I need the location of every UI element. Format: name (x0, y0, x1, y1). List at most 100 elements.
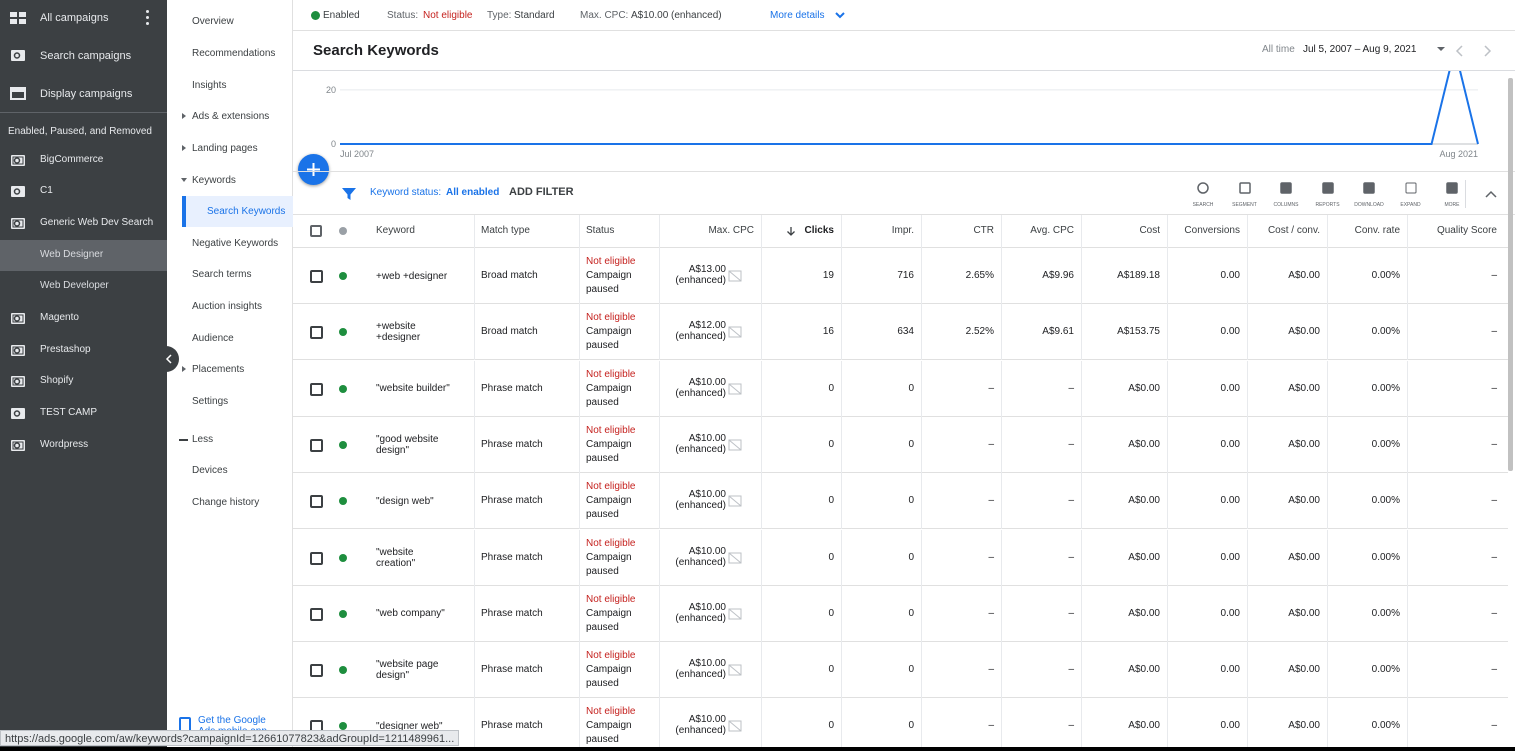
sidebar-item[interactable]: Display campaigns (0, 75, 167, 113)
campaign-item[interactable]: Prestashop (0, 335, 167, 366)
keyword-text[interactable]: "design web" (376, 473, 451, 529)
cell: 0 (842, 642, 914, 698)
keyword[interactable]: "website page design" (376, 659, 439, 682)
toolbar-button[interactable]: SEGMENT (1227, 178, 1263, 212)
cpc-amount: A$12.00 (688, 320, 726, 332)
nav-item[interactable]: Placements (167, 354, 293, 385)
cell: – (1408, 586, 1497, 642)
column-header[interactable]: Quality Score (1436, 225, 1497, 236)
nav-item[interactable]: Less (167, 424, 293, 455)
cell: 0 (762, 417, 834, 473)
column-header[interactable]: Conversions (1184, 225, 1240, 236)
sidebar-item[interactable]: All campaigns (0, 0, 167, 37)
keyword[interactable]: +web +designer (376, 270, 448, 282)
keyword[interactable]: "designer web" (376, 720, 443, 732)
nav-item[interactable]: Search Keywords (182, 196, 293, 227)
nav-item[interactable]: Recommendations (167, 38, 293, 69)
nav-item[interactable]: Devices (167, 455, 293, 486)
nav-item[interactable]: Insights (167, 70, 293, 101)
nav-item[interactable]: Landing pages (167, 133, 293, 164)
checkbox[interactable] (310, 382, 323, 396)
keyword[interactable]: "website creation" (376, 546, 416, 569)
icon (10, 87, 26, 100)
checkbox[interactable] (310, 607, 323, 621)
keyword[interactable]: "website builder" (376, 383, 450, 395)
campaign-item[interactable]: Wordpress (0, 430, 167, 461)
keyword[interactable]: "good website design" (376, 433, 439, 456)
nav-item[interactable]: Search terms (167, 259, 293, 290)
campaign-item[interactable]: C1 (0, 176, 167, 207)
metric-cell: A$0.00 (1128, 664, 1160, 676)
campaign-item[interactable]: Magento (0, 303, 167, 334)
sidebar-toggle[interactable] (161, 346, 179, 372)
toolbar-button[interactable]: REPORTS (1310, 178, 1346, 212)
checkbox[interactable] (310, 270, 323, 283)
col-divider (659, 360, 660, 417)
col-divider (1407, 642, 1408, 699)
nav-item[interactable]: Settings (167, 386, 293, 417)
match-type: Phrase match (481, 495, 543, 507)
col-divider (841, 529, 842, 586)
nav-item[interactable]: Negative Keywords (167, 228, 293, 259)
keyword-text[interactable]: "website builder" (376, 361, 451, 417)
cell: – (1002, 361, 1074, 417)
checkbox[interactable] (310, 551, 323, 565)
toolbar-button[interactable]: DOWNLOAD (1351, 178, 1387, 212)
campaign-item[interactable]: Generic Web Dev Search (0, 208, 167, 239)
keyword[interactable]: "web company" (376, 608, 445, 620)
column-header[interactable]: Match type (481, 225, 530, 236)
checkbox[interactable] (310, 438, 323, 452)
column-header[interactable]: Conv. rate (1354, 225, 1400, 236)
date-range[interactable]: Jul 5, 2007 – Aug 9, 2021 (1303, 44, 1417, 55)
metric-cell: – (988, 382, 994, 394)
column-header[interactable]: Clicks (804, 225, 834, 236)
keyword[interactable]: +website +designer (376, 321, 421, 344)
toolbar-button[interactable]: MORE (1434, 178, 1470, 212)
col-divider (1247, 473, 1248, 530)
sidebar-item[interactable]: Search campaigns (0, 37, 167, 75)
toolbar-button[interactable]: SEARCH (1185, 178, 1221, 212)
add-button[interactable] (298, 154, 329, 185)
campaign-item[interactable]: Shopify (0, 366, 167, 397)
nav-item[interactable]: Audience (167, 323, 293, 354)
keyword-text[interactable]: "web company" (376, 586, 451, 642)
campaign-item[interactable]: TEST CAMP (0, 398, 167, 429)
column-header[interactable]: CTR (973, 225, 994, 236)
bid-icon (728, 326, 742, 338)
toolbar-button[interactable]: EXPAND (1393, 178, 1429, 212)
column-header[interactable]: Cost / conv. (1267, 225, 1320, 236)
col-divider (1327, 304, 1328, 361)
filter-value[interactable]: All enabled (446, 187, 500, 198)
checkbox[interactable] (310, 326, 323, 340)
cell: – (1408, 417, 1497, 473)
keyword-text[interactable]: +web +designer (376, 248, 451, 304)
nav-item[interactable]: Overview (167, 6, 293, 37)
nav-item[interactable]: Keywords (167, 165, 293, 196)
nav-item[interactable]: Change history (167, 487, 293, 518)
menu-dots[interactable] (146, 10, 150, 26)
keyword-text[interactable]: +website +designer (376, 304, 451, 360)
nav-item[interactable]: Ads & extensions (167, 101, 293, 132)
keyword-text[interactable]: "website page design" (376, 642, 451, 698)
more-details[interactable]: More details (770, 10, 825, 21)
campaign-item[interactable]: Web Designer (0, 240, 167, 271)
keyword-text[interactable]: "designer web" (376, 698, 451, 751)
keyword-text[interactable]: "website creation" (376, 530, 451, 586)
checkbox[interactable] (310, 495, 323, 509)
campaign-item[interactable]: Web Developer (0, 271, 167, 302)
cell: 0 (842, 361, 914, 417)
campaign-item[interactable]: BigCommerce (0, 145, 167, 176)
keyword-text[interactable]: "good website design" (376, 417, 451, 473)
toolbar-button[interactable]: COLUMNS (1268, 178, 1304, 212)
column-header[interactable]: Status (586, 225, 615, 236)
column-header[interactable]: Impr. (891, 225, 914, 236)
keyword[interactable]: "design web" (376, 495, 434, 507)
column-header[interactable]: Max. CPC (708, 225, 754, 236)
nav-item[interactable]: Auction insights (167, 291, 293, 322)
checkbox[interactable] (310, 225, 322, 237)
column-header[interactable]: Avg. CPC (1030, 225, 1074, 236)
column-header[interactable]: Keyword (376, 225, 415, 236)
checkbox[interactable] (310, 664, 323, 678)
add-filter[interactable]: ADD FILTER (509, 186, 574, 198)
column-header[interactable]: Cost (1139, 225, 1160, 236)
